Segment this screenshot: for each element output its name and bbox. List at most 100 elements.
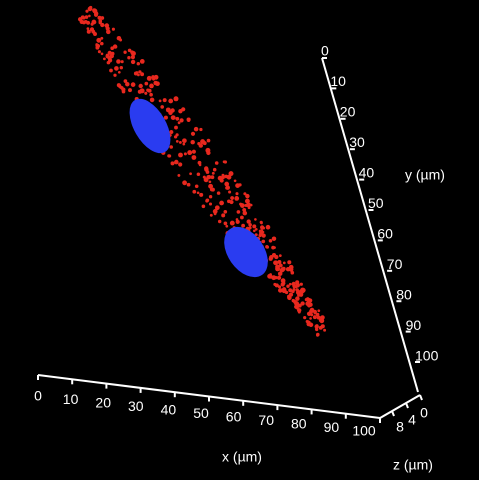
punctum: [127, 56, 131, 60]
punctum: [121, 89, 126, 94]
punctum: [205, 170, 210, 174]
punctum: [127, 48, 132, 53]
x-tick-label: 50: [193, 405, 209, 421]
x-tick-label: 90: [324, 419, 340, 435]
punctum: [281, 288, 287, 294]
punctum: [208, 202, 213, 206]
punctum: [116, 59, 121, 64]
punctum: [199, 127, 203, 132]
punctum: [191, 155, 197, 160]
punctum: [175, 116, 180, 121]
punctum: [120, 60, 124, 64]
punctum: [136, 61, 141, 66]
punctum: [233, 179, 237, 183]
punctum: [214, 205, 220, 211]
punctum: [208, 180, 212, 184]
punctum: [170, 115, 176, 121]
punctum: [86, 27, 90, 30]
punctum: [269, 273, 272, 276]
punctum: [293, 300, 297, 304]
punctum: [228, 171, 234, 177]
punctum: [136, 73, 140, 77]
punctum: [163, 115, 168, 120]
punctum: [281, 266, 286, 271]
x-axis-label: x (µm): [222, 449, 262, 465]
punctum: [153, 74, 159, 80]
punctum: [241, 223, 245, 228]
punctum: [294, 285, 298, 289]
punctum: [230, 197, 234, 200]
punctum: [111, 27, 115, 31]
punctum: [275, 264, 280, 270]
punctum: [295, 290, 301, 296]
punctum: [309, 307, 315, 313]
punctum: [177, 121, 181, 125]
x-tick-label: 10: [63, 391, 79, 407]
punctum: [209, 213, 213, 217]
punctum: [178, 162, 183, 167]
x-tick-label: 70: [258, 412, 274, 428]
punctum: [315, 327, 319, 332]
punctum: [300, 292, 304, 296]
punctum: [169, 145, 173, 149]
punctum: [212, 167, 217, 172]
punctum: [228, 190, 232, 194]
punctum: [252, 224, 257, 229]
punctum: [312, 315, 317, 320]
punctum: [116, 35, 122, 41]
punctum: [90, 22, 94, 26]
punctum: [306, 297, 311, 303]
punctum: [177, 173, 181, 177]
punctum: [197, 160, 202, 165]
punctum: [210, 175, 215, 180]
punctum: [248, 223, 252, 227]
punctum: [168, 98, 174, 104]
punctum: [174, 159, 179, 165]
punctum: [197, 141, 201, 146]
punctum: [314, 324, 319, 329]
punctum: [213, 212, 217, 216]
x-tick-label: 20: [95, 395, 111, 411]
punctum: [123, 50, 127, 54]
punctum: [144, 81, 149, 86]
punctum: [268, 256, 273, 261]
y-tick-label: 10: [330, 73, 346, 89]
punctum: [296, 308, 302, 313]
y-tick-label: 90: [406, 317, 422, 333]
punctum: [252, 229, 256, 233]
punctum: [303, 316, 307, 320]
punctum: [243, 192, 247, 196]
punctum: [113, 73, 117, 77]
punctum: [291, 281, 296, 287]
y-tick-label: 100: [415, 348, 439, 364]
punctum: [317, 309, 321, 313]
punctum: [186, 117, 191, 122]
punctum: [223, 221, 228, 226]
punctum: [173, 96, 179, 102]
punctum: [187, 150, 193, 156]
punctum: [133, 71, 138, 76]
punctum: [146, 75, 152, 81]
y-tick-label: 60: [377, 226, 393, 242]
punctum: [182, 138, 187, 144]
punctum: [203, 177, 209, 183]
punctum: [100, 52, 104, 56]
punctum: [273, 260, 279, 266]
punctum: [287, 294, 291, 299]
punctum: [120, 86, 124, 90]
punctum: [225, 185, 231, 190]
y-axis-label: y (µm): [405, 167, 445, 183]
punctum: [323, 328, 327, 332]
punctum: [138, 83, 143, 89]
punctum: [221, 173, 225, 177]
punctum: [254, 218, 257, 221]
punctum: [265, 224, 271, 230]
punctum: [246, 219, 251, 224]
punctum: [277, 259, 282, 265]
x-tick-label: 30: [128, 398, 144, 414]
punctum: [130, 82, 136, 87]
punctum: [196, 172, 201, 177]
punctum: [224, 181, 230, 187]
punctum: [181, 107, 186, 112]
